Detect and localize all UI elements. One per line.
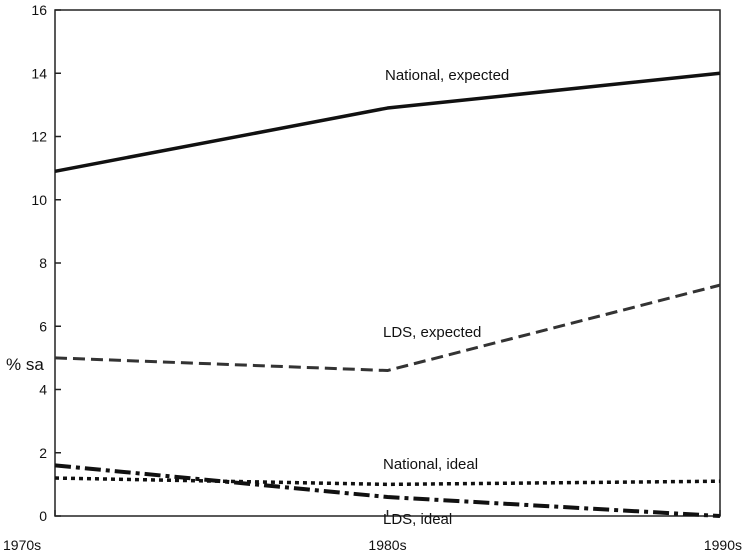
- series-label-1: National, expected: [385, 67, 509, 84]
- series-label-3: National, ideal: [383, 456, 478, 473]
- series-line-2: [54, 283, 721, 373]
- series-label-2: LDS, expected: [383, 324, 481, 341]
- y-tick-label: 10: [31, 192, 47, 208]
- y-axis-label: % sa: [6, 355, 44, 374]
- series-line-1: [54, 71, 721, 174]
- x-tick-label: 1980s: [368, 537, 406, 553]
- y-axis: 0 2 4 6 8 10 12 14 16: [31, 2, 61, 524]
- x-tick-label: 1990s: [704, 537, 742, 553]
- series-line-4: [54, 463, 721, 518]
- y-tick-label: 8: [39, 255, 47, 271]
- series-group: [54, 71, 721, 518]
- y-tick-label: 6: [39, 318, 47, 334]
- series-line-3: [54, 476, 721, 487]
- series-label-4: LDS, ideal: [383, 511, 452, 528]
- y-tick-label: 12: [31, 129, 47, 145]
- series-labels: National, expected LDS, expected National,…: [383, 67, 509, 528]
- plot-frame: [54, 9, 721, 517]
- x-tick-label: 1970s: [3, 537, 41, 553]
- y-tick-label: 0: [39, 508, 47, 524]
- y-tick-label: 2: [39, 445, 47, 461]
- y-tick-label: 4: [39, 382, 47, 398]
- x-axis: 1970s 1980s 1990s: [3, 510, 742, 553]
- y-tick-label: 14: [31, 65, 47, 81]
- y-tick-label: 16: [31, 2, 47, 18]
